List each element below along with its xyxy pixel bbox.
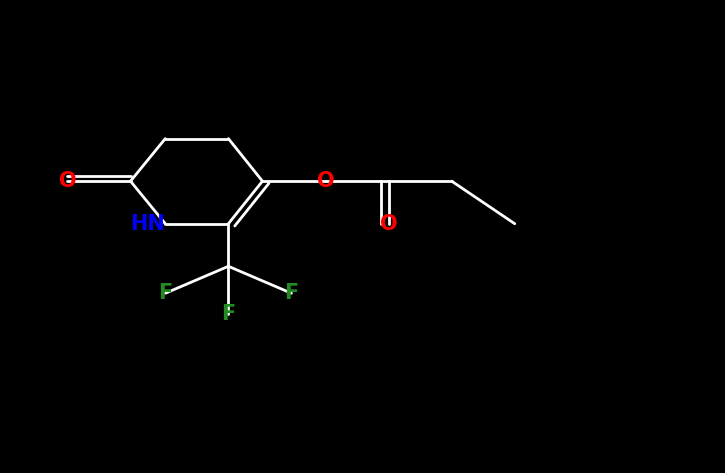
Text: HN: HN — [130, 214, 165, 234]
Text: O: O — [317, 171, 334, 191]
Text: F: F — [221, 304, 236, 324]
Text: F: F — [284, 283, 299, 303]
Text: O: O — [59, 171, 76, 191]
Text: O: O — [380, 214, 397, 234]
Text: F: F — [158, 283, 173, 303]
